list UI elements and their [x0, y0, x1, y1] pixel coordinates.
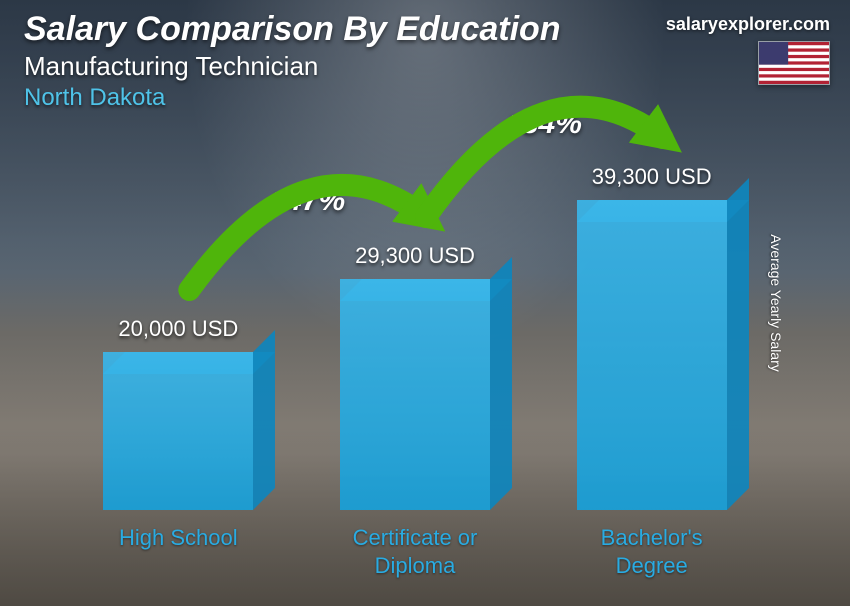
bar-category-label: Bachelor'sDegree [601, 524, 703, 576]
bar-category-label: High School [119, 524, 238, 576]
yaxis-label: Average Yearly Salary [767, 234, 783, 372]
flag-icon [758, 41, 830, 85]
bar [340, 279, 490, 510]
brand-block: salaryexplorer.com [666, 14, 830, 90]
bar-column: 20,000 USD High School [60, 316, 297, 576]
bar-value-label: 29,300 USD [355, 243, 475, 269]
bar-chart: 20,000 USD High School 29,300 USD Certifica… [60, 136, 770, 576]
bar-value-label: 20,000 USD [118, 316, 238, 342]
bar [103, 352, 253, 510]
bar-column: 29,300 USD Certificate orDiploma [297, 243, 534, 576]
brand-text: salaryexplorer.com [666, 14, 830, 35]
bar-value-label: 39,300 USD [592, 164, 712, 190]
bar-column: 39,300 USD Bachelor'sDegree [533, 164, 770, 576]
bar-category-label: Certificate orDiploma [353, 524, 478, 576]
bar [577, 200, 727, 510]
